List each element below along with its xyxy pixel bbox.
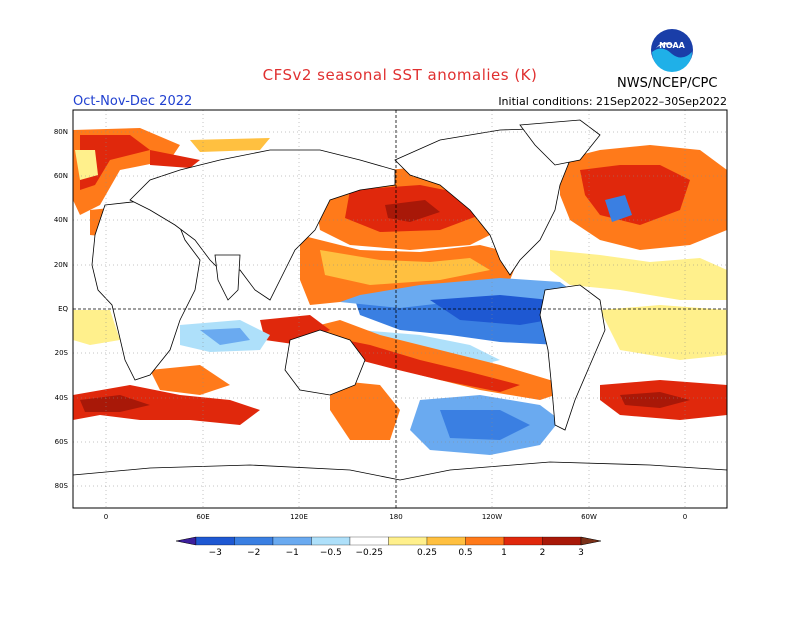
colorbar: −3 −2 −1 −0.5 −0.25 0.25 0.5 1 2 3	[175, 536, 602, 558]
lon-label: 120W	[482, 513, 502, 521]
lat-label: 80N	[54, 128, 68, 136]
season-label: Oct-Nov-Dec 2022	[73, 94, 193, 109]
colorbar-segment	[542, 536, 582, 546]
colorbar-label: 2	[540, 548, 546, 558]
lon-label: 120E	[290, 513, 308, 521]
colorbar-label: −3	[209, 548, 222, 558]
longitude-labels: 0 60E 120E 180 120W 60W 0	[104, 513, 687, 521]
colorbar-label: 3	[578, 548, 584, 558]
lon-label: 0	[104, 513, 108, 521]
lon-label: 0	[683, 513, 687, 521]
colorbar-high-extend	[580, 536, 602, 546]
lat-label: 20N	[54, 261, 68, 269]
latitude-labels: 80N 60N 40N 20N EQ 20S 40S 60S 80S	[54, 128, 69, 490]
colorbar-label: 1	[501, 548, 507, 558]
lon-label: 60E	[196, 513, 209, 521]
noaa-logo-icon: NOAA	[651, 29, 693, 72]
colorbar-low-extend	[175, 536, 197, 546]
colorbar-label: −0.5	[320, 548, 342, 558]
initial-conditions-label: Initial conditions: 21Sep2022–30Sep2022	[498, 95, 727, 108]
colorbar-label: −0.25	[355, 548, 383, 558]
colorbar-segment	[234, 536, 274, 546]
colorbar-segment	[311, 536, 351, 546]
colorbar-label: −2	[247, 548, 260, 558]
colorbar-segment	[349, 536, 389, 546]
colorbar-segment	[272, 536, 312, 546]
map-frame	[72, 109, 728, 509]
lat-label: 60N	[54, 172, 68, 180]
colorbar-segment	[426, 536, 466, 546]
lat-label: 80S	[55, 482, 69, 490]
coastlines	[73, 119, 727, 508]
colorbar-label: 0.25	[417, 548, 437, 558]
lat-label: EQ	[58, 305, 68, 313]
lat-label: 20S	[55, 349, 69, 357]
anomaly-field	[73, 119, 727, 508]
map-title: CFSv2 seasonal SST anomalies (K)	[262, 66, 538, 84]
lat-label: 40N	[54, 216, 68, 224]
logo-text: NOAA	[659, 41, 685, 50]
lon-label: 180	[389, 513, 402, 521]
colorbar-segment	[465, 536, 505, 546]
agency-label: NWS/NCEP/CPC	[617, 76, 718, 91]
lat-label: 60S	[55, 438, 69, 446]
graticule	[73, 110, 727, 508]
colorbar-label: −1	[286, 548, 299, 558]
colorbar-segment	[388, 536, 428, 546]
lat-label: 40S	[55, 394, 69, 402]
lon-label: 60W	[581, 513, 597, 521]
colorbar-segment	[503, 536, 543, 546]
colorbar-label: 0.5	[458, 548, 472, 558]
reference-lines	[73, 110, 727, 508]
colorbar-segment	[195, 536, 235, 546]
